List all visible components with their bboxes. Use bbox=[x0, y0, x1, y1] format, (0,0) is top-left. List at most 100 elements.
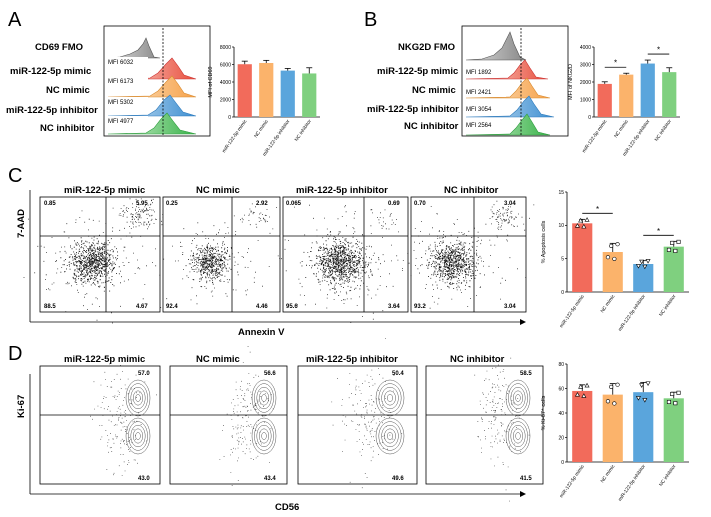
y-tick-label: 5 bbox=[561, 256, 564, 262]
y-tick-label: 4000 bbox=[580, 45, 591, 51]
bar bbox=[663, 398, 684, 462]
panel-d-quad-upper-0: 57.0 bbox=[138, 371, 150, 377]
bar bbox=[302, 73, 317, 117]
panel-c-quad-ll-3: 93.2 bbox=[414, 304, 426, 310]
panel-c-title-2: miR-122-5p inhibitor bbox=[296, 185, 388, 196]
contour-level bbox=[386, 394, 394, 402]
data-point bbox=[581, 223, 587, 229]
panel-a-row-label-1: NC mimic bbox=[46, 85, 90, 96]
panel-c-quad-ll-0: 88.5 bbox=[44, 304, 56, 310]
contour-level bbox=[381, 424, 399, 448]
panel-b-mfi-0: MFI 1892 bbox=[466, 70, 492, 76]
panel-a-curve-0 bbox=[107, 57, 197, 80]
panel-a-histogram-frame bbox=[103, 25, 211, 137]
panel-c-quad-ur-2: 0.69 bbox=[388, 201, 400, 207]
data-point bbox=[584, 382, 590, 388]
y-tick-label: 0 bbox=[561, 290, 564, 296]
category-label: miR-122-5p mimic bbox=[221, 118, 249, 154]
panel-b-mfi-2: MFI 3054 bbox=[466, 107, 492, 113]
panel-b-mfi-3: MFI 2564 bbox=[466, 123, 492, 129]
contour-level bbox=[125, 417, 151, 455]
contour-level bbox=[384, 428, 396, 444]
contour-level bbox=[515, 394, 521, 402]
bar bbox=[633, 264, 654, 292]
data-point bbox=[574, 392, 580, 397]
panel-label-b: B bbox=[364, 9, 377, 31]
contour-level bbox=[132, 428, 144, 444]
data-point bbox=[645, 259, 651, 264]
bar bbox=[662, 72, 677, 117]
data-point bbox=[676, 390, 681, 395]
panel-d-quad-upper-3: 58.5 bbox=[520, 371, 532, 377]
y-tick-label: 15 bbox=[558, 190, 564, 196]
panel-c-bar-chart: 0 5 10 15 % Apoptosis cells miR-122-5p mimic N… bbox=[541, 190, 689, 333]
panel-a-histograms: CD69 FMO miR-122-5p mimic NC mimic miR-1… bbox=[6, 25, 211, 137]
flow-dot-cloud bbox=[23, 198, 171, 324]
contour-level bbox=[505, 417, 531, 455]
y-tick-label: 1000 bbox=[580, 97, 591, 103]
panel-a-row-label-0: miR-122-5p mimic bbox=[10, 66, 91, 77]
category-label: NC inhibitor bbox=[658, 463, 678, 487]
data-point bbox=[642, 398, 648, 403]
contour-level bbox=[508, 383, 528, 413]
data-point bbox=[670, 392, 675, 397]
y-tick-label: 80 bbox=[558, 362, 564, 368]
panel-c-quad-lr-3: 3.04 bbox=[504, 304, 516, 310]
data-point bbox=[645, 381, 651, 386]
panel-c-quad-ul-2: 0.065 bbox=[286, 201, 302, 207]
panel-d-flow-plots: Ki-67 CD56 miR-122-5p mimic 57.0 43.0 NC… bbox=[16, 338, 544, 513]
data-point bbox=[615, 242, 620, 247]
bar bbox=[572, 390, 593, 462]
y-tick-label: 6000 bbox=[220, 62, 231, 68]
panel-b-curve-3 bbox=[465, 113, 551, 136]
panel-c-title-3: NC inhibitor bbox=[444, 185, 499, 196]
data-point bbox=[584, 217, 590, 222]
panel-b-curve-2 bbox=[465, 95, 555, 118]
panel-c-quad-lr-0: 4.67 bbox=[136, 304, 148, 310]
contour-level bbox=[505, 379, 531, 417]
bar bbox=[280, 70, 295, 117]
data-point bbox=[639, 259, 645, 265]
panel-d-quad-lower-0: 43.0 bbox=[138, 476, 150, 482]
panel-c-quad-ll-1: 92.4 bbox=[166, 304, 178, 310]
data-point bbox=[581, 393, 587, 398]
panel-b-row-label-0: miR-122-5p mimic bbox=[377, 66, 458, 77]
category-label: NC inhibitor bbox=[294, 118, 314, 142]
bar bbox=[259, 62, 274, 117]
category-label: miR-122-5p mimic bbox=[581, 118, 609, 154]
panel-b-mfi-1: MFI 2421 bbox=[466, 90, 492, 96]
data-point bbox=[642, 264, 648, 270]
panel-c-quad-ul-0: 0.85 bbox=[44, 201, 56, 207]
category-label: NC mimic bbox=[253, 118, 270, 139]
panel-c-quad-ul-1: 0.25 bbox=[166, 201, 178, 207]
bar bbox=[633, 392, 654, 462]
contour-level bbox=[258, 428, 270, 444]
panel-a-curve-3 bbox=[107, 112, 197, 135]
data-point bbox=[574, 223, 580, 228]
data-point bbox=[676, 239, 681, 244]
contour-level bbox=[510, 424, 526, 448]
panel-a-mfi-3: MFI 4977 bbox=[108, 119, 134, 125]
panel-d-quad-lower-1: 43.4 bbox=[264, 476, 276, 482]
panel-b-row-label-3: NC inhibitor bbox=[404, 121, 459, 132]
contour-level bbox=[251, 379, 277, 417]
data-point bbox=[612, 401, 617, 406]
panel-c-quad-lr-1: 4.46 bbox=[256, 304, 268, 310]
contour-level bbox=[254, 383, 274, 413]
data-point bbox=[666, 247, 671, 252]
bar bbox=[237, 64, 252, 117]
panel-a-curve-1 bbox=[107, 75, 197, 98]
contour-level bbox=[258, 390, 270, 406]
contour-level bbox=[135, 432, 141, 440]
panel-d-plot-2: miR-122-5p inhibitor 50.4 49.6 bbox=[297, 338, 418, 489]
panel-d-plot-0: miR-122-5p mimic 57.0 43.0 bbox=[39, 354, 161, 485]
panel-c-title-0: miR-122-5p mimic bbox=[64, 185, 145, 196]
y-tick-label: 40 bbox=[558, 411, 564, 417]
panel-label-d: D bbox=[8, 343, 22, 365]
panel-c-quad-ul-3: 0.70 bbox=[414, 201, 426, 207]
y-tick-label: 2000 bbox=[220, 97, 231, 103]
y-tick-label: 0 bbox=[228, 115, 231, 121]
panel-d-y-axis-label: Ki-67 bbox=[16, 395, 27, 418]
contour-level bbox=[515, 432, 521, 440]
panel-b-histograms: NKG2D FMO miR-122-5p mimic NC mimic miR-… bbox=[367, 25, 569, 137]
